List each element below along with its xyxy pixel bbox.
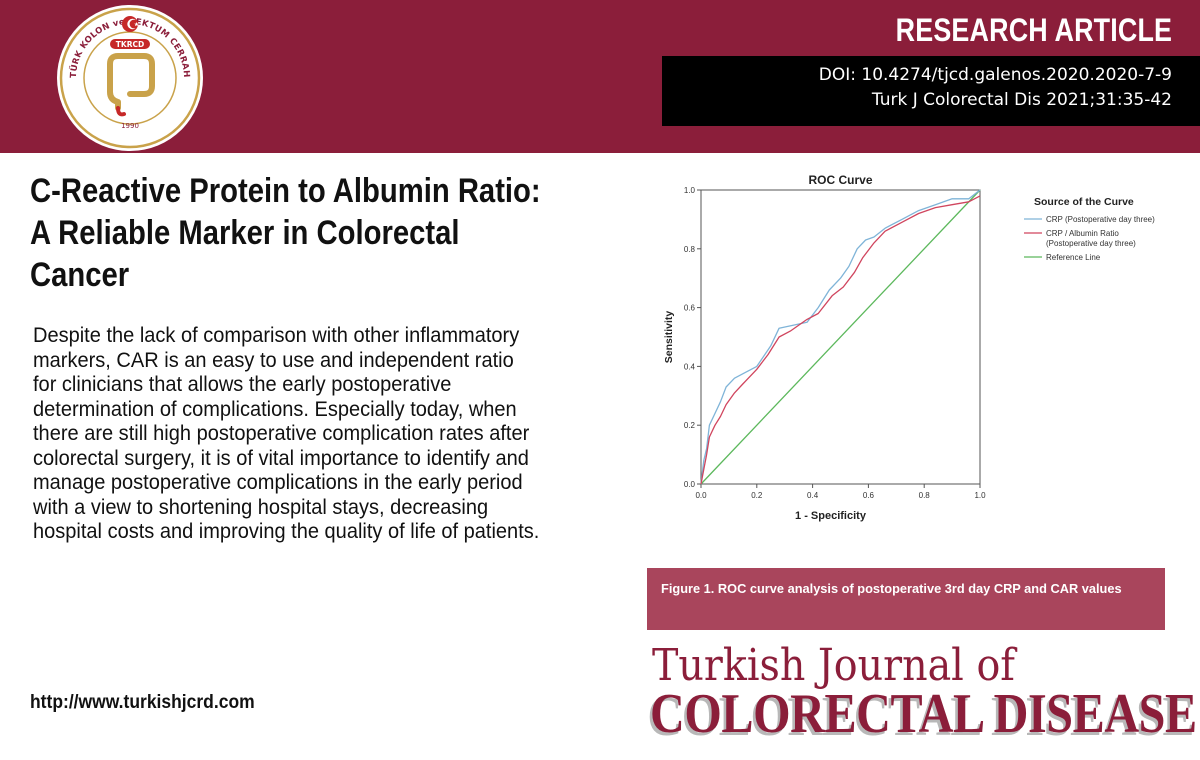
legend-label: (Postoperative day three) — [1046, 239, 1136, 248]
x-tick-label: 0.2 — [751, 491, 763, 500]
legend-title: Source of the Curve — [1034, 196, 1134, 208]
logo-year: 1990 — [121, 122, 139, 130]
journal-name-line1: Turkish Journal of — [652, 640, 1015, 691]
x-tick-label: 0.4 — [807, 491, 819, 500]
header-banner: TÜRK KOLON ve REKTUM CERRAHİSİ DERNEĞİ T… — [0, 0, 1200, 153]
y-tick-label: 0.8 — [684, 245, 696, 254]
roc-figure: ROC Curve 0.0 0.2 0.4 0.6 0.8 1.0 0.0 0.2 0.4 0.6 0… — [646, 160, 1200, 540]
journal-name-line2: COLORECTAL DISEASE — [650, 683, 1197, 745]
journal-url-link[interactable]: http://www.turkishjcrd.com — [30, 692, 255, 713]
legend-label: Reference Line — [1046, 253, 1101, 262]
x-tick-label: 0.0 — [695, 491, 707, 500]
x-tick-label: 0.6 — [863, 491, 875, 500]
x-axis-label: 1 - Specificity — [795, 510, 867, 522]
roc-chart: ROC Curve 0.0 0.2 0.4 0.6 0.8 1.0 0.0 0.2 0.4 0.6 0… — [663, 173, 1155, 522]
y-tick-label: 0.0 — [684, 480, 696, 489]
summary-paragraph: Despite the lack of comparison with othe… — [33, 323, 540, 543]
x-tick-label: 0.8 — [919, 491, 931, 500]
legend-label: CRP (Postoperative day three) — [1046, 215, 1155, 224]
series-line-1 — [700, 195, 981, 485]
legend-label: CRP / Albumin Ratio — [1046, 229, 1119, 238]
y-axis-label: Sensitivity — [663, 311, 675, 364]
series-line-2 — [700, 189, 981, 485]
series-line-0 — [700, 189, 981, 485]
citation-text: Turk J Colorectal Dis 2021;31:35-42 — [871, 90, 1172, 110]
logo-acronym: TKRCD — [116, 40, 144, 49]
figure-caption: Figure 1. ROC curve analysis of postoper… — [647, 568, 1165, 630]
article-title: C-Reactive Protein to Albumin Ratio: A R… — [30, 172, 541, 294]
chart-title: ROC Curve — [808, 173, 872, 187]
y-tick-label: 0.2 — [684, 421, 696, 430]
doi-text[interactable]: DOI: 10.4274/tjcd.galenos.2020.2020-7-9 — [818, 65, 1172, 85]
y-tick-label: 0.6 — [684, 304, 696, 313]
tkrcd-logo: TÜRK KOLON ve REKTUM CERRAHİSİ DERNEĞİ T… — [52, 4, 203, 151]
y-tick-label: 1.0 — [684, 186, 696, 195]
x-tick-label: 1.0 — [974, 491, 986, 500]
doi-box: DOI: 10.4274/tjcd.galenos.2020.2020-7-9 … — [662, 56, 1200, 126]
article-type-label: RESEARCH ARTICLE — [895, 12, 1172, 48]
y-tick-label: 0.4 — [684, 362, 696, 371]
